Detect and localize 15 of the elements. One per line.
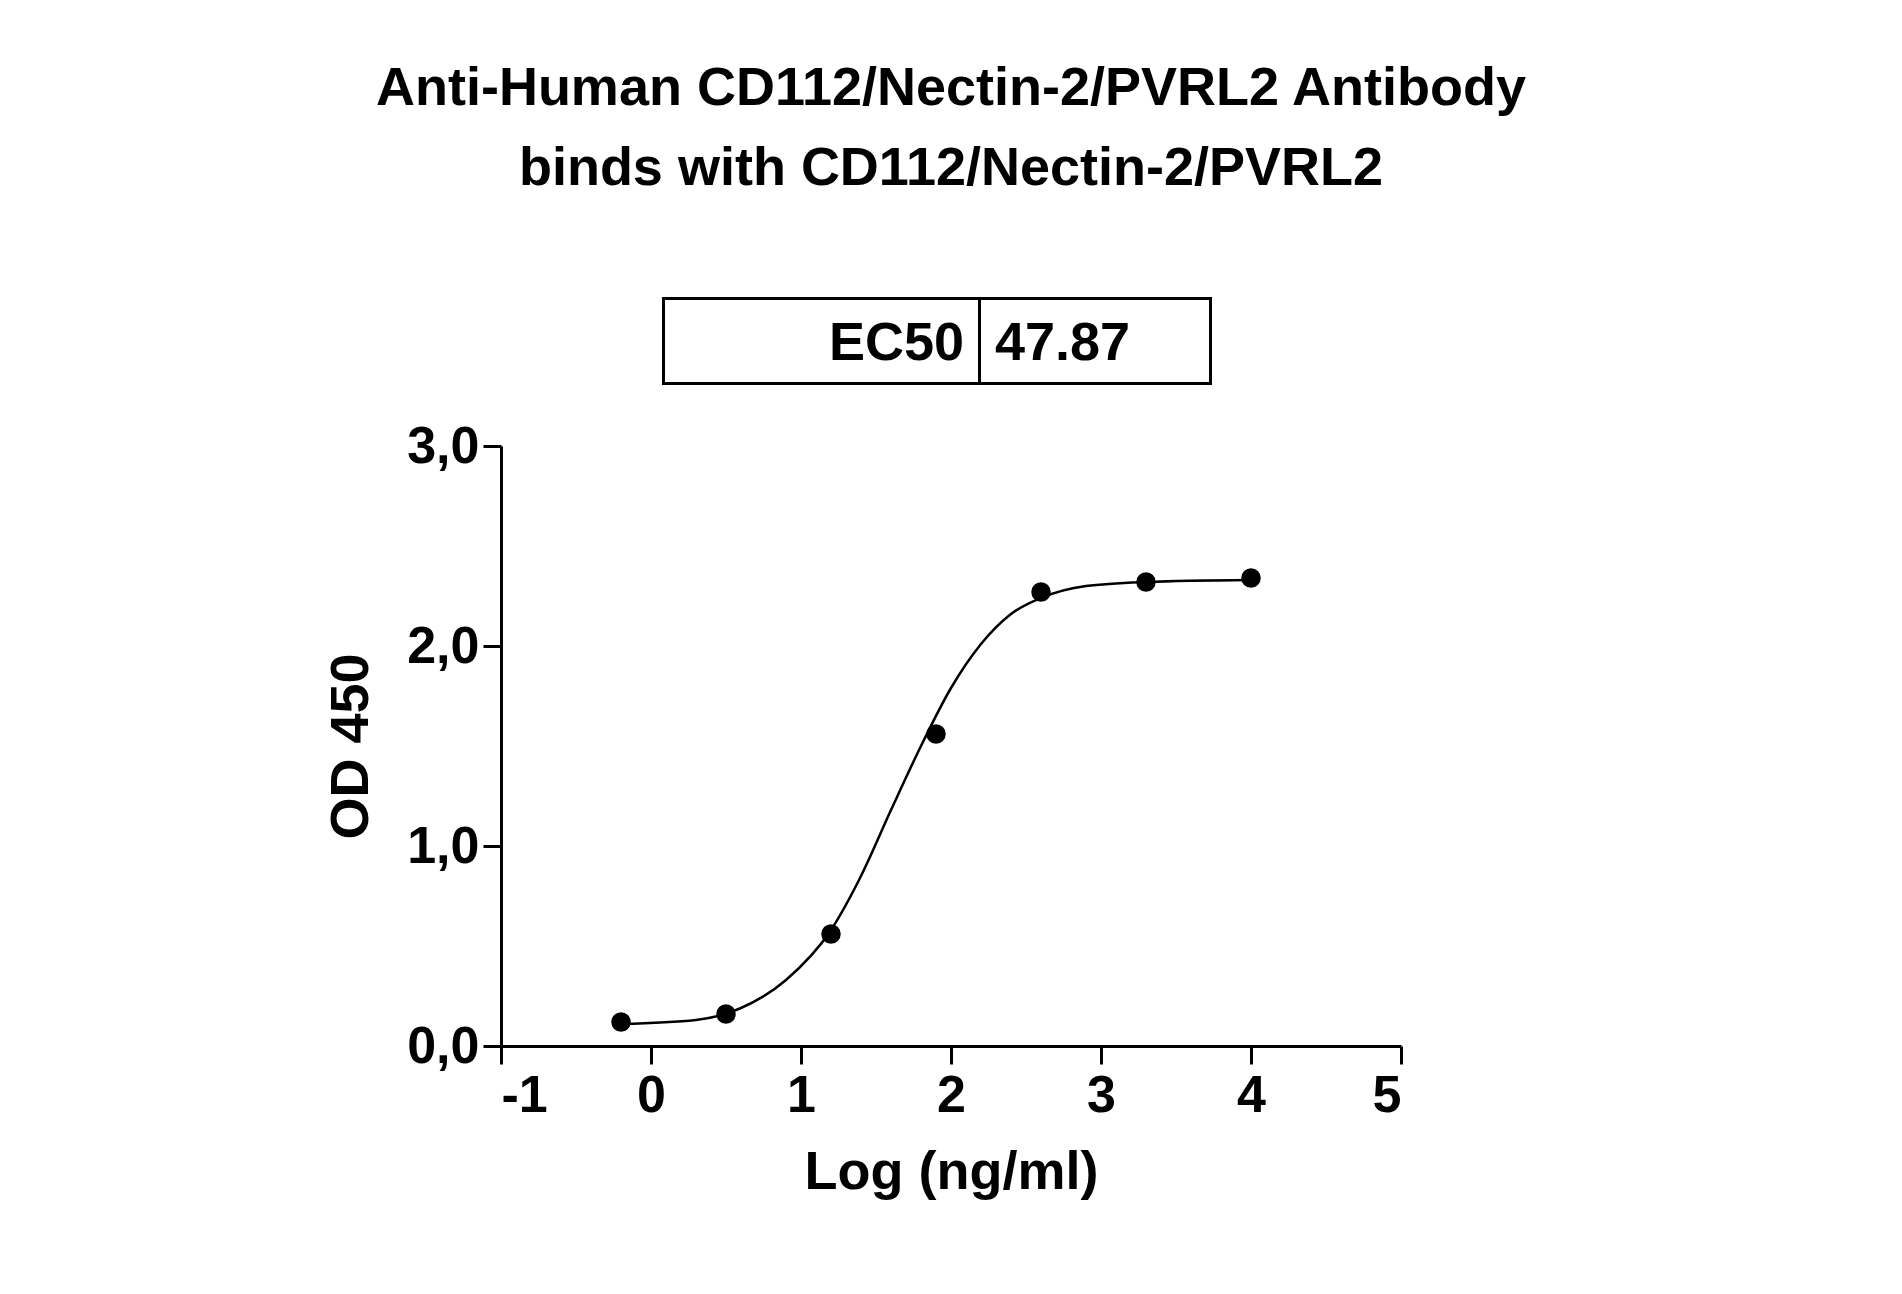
x-tick-label: 3 [1087, 1064, 1116, 1123]
x-axis-title: Log (ng/ml) [804, 1139, 1099, 1200]
x-tick-label: -1 [501, 1064, 548, 1123]
table: EC50 47.87 [662, 297, 1212, 385]
y-tick-label: 1,0 [407, 815, 480, 874]
y-tick-label: 0,0 [407, 1015, 480, 1074]
x-tick-label: 1 [787, 1064, 816, 1123]
y-tick-label: 3,0 [407, 415, 480, 474]
x-tick-label: 0 [637, 1064, 666, 1123]
x-tick-label: 4 [1237, 1064, 1267, 1123]
y-tick-label: 2,0 [407, 615, 480, 674]
x-tick-label: 5 [1372, 1064, 1402, 1123]
y-axis-title: OD 450 [319, 653, 380, 840]
x-tick-label: 2 [937, 1064, 966, 1123]
chart-title: Anti-Human CD112/Nectin-2/PVRL2 Antibody binds with CD112/Nectin-2/PVRL2 [375, 56, 1527, 196]
